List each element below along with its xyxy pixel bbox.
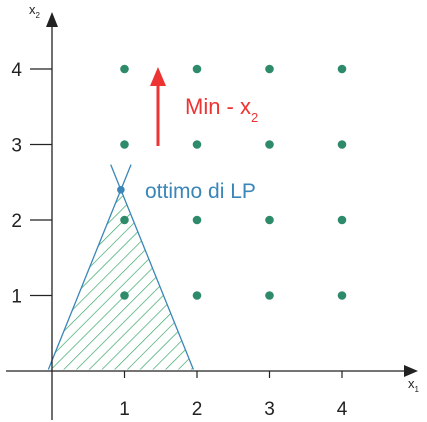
y-tick-label: 4: [11, 60, 22, 81]
integer-point: [265, 215, 274, 225]
lp-optimum-label: ottimo di LP: [145, 180, 256, 203]
constraint-line-left: [47, 164, 132, 370]
integer-point: [192, 215, 202, 225]
integer-point: [337, 140, 347, 149]
lp-optimum: ottimo di LP: [117, 180, 256, 203]
objective-label: Min - x2: [185, 94, 258, 125]
integer-point: [337, 291, 347, 300]
x-axis-label: x1: [408, 376, 420, 394]
x-tick-label: 4: [337, 399, 348, 420]
integer-point: [265, 140, 274, 149]
y-axis-arrowhead: [46, 12, 58, 27]
integer-points: [120, 64, 347, 300]
y-tick-label: 1: [11, 287, 22, 308]
integer-point: [265, 64, 274, 74]
objective-direction: Min - x2: [150, 67, 258, 146]
y-tick-label: 2: [11, 211, 22, 232]
integer-point: [265, 291, 274, 300]
y-axis-label: x2: [29, 2, 41, 20]
feasible-region: [47, 164, 194, 370]
feasible-region-hatch: [48, 189, 194, 370]
objective-arrowhead: [150, 67, 166, 86]
integer-point: [120, 64, 129, 74]
x-tick-label: 3: [264, 399, 275, 420]
integer-point: [192, 64, 202, 74]
axes: 1 2 3 4 1 2 3 4 x1 x2: [6, 2, 420, 420]
integer-point: [192, 140, 202, 149]
integer-point: [337, 64, 347, 74]
x-tick-label: 1: [119, 399, 130, 420]
integer-point: [120, 140, 129, 149]
integer-point: [120, 291, 129, 300]
x-tick-label: 2: [192, 399, 203, 420]
integer-point: [192, 291, 202, 300]
integer-point: [120, 215, 129, 225]
y-tick-label: 3: [11, 136, 22, 157]
constraint-line-right: [110, 164, 194, 370]
integer-point: [337, 215, 347, 225]
lp-optimum-point: [117, 186, 125, 194]
x-axis-arrowhead: [404, 365, 418, 377]
